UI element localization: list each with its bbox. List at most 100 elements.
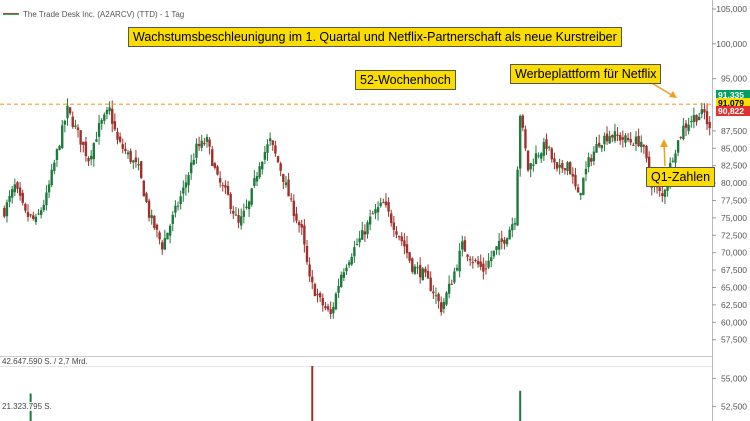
candle-body — [24, 204, 27, 211]
candle-body — [418, 264, 422, 278]
candle-body — [284, 182, 288, 186]
candle-body — [492, 250, 496, 257]
candle-body — [261, 161, 264, 170]
candle-body — [316, 293, 319, 296]
candle-body — [218, 177, 222, 183]
candle-body — [358, 238, 361, 243]
candle-body — [584, 168, 588, 175]
candle-body — [647, 156, 651, 174]
candle-body — [645, 145, 648, 159]
candle-body — [603, 135, 606, 145]
candle-body — [663, 189, 667, 197]
candle-body — [629, 139, 632, 143]
price-tick-label: 62,500 — [721, 300, 747, 310]
candle-body — [26, 212, 30, 217]
candle-body — [697, 116, 701, 121]
candle-body — [74, 125, 77, 127]
candle-body — [624, 135, 627, 143]
candle-body — [121, 144, 124, 149]
candle-body — [71, 116, 74, 127]
candle-body — [524, 129, 527, 149]
candle-body — [455, 267, 459, 271]
candle-body — [3, 207, 6, 217]
candle-body — [355, 244, 359, 246]
candle-body — [705, 111, 709, 125]
candle-body — [700, 109, 703, 115]
candle-body — [197, 144, 201, 147]
candle-body — [582, 177, 585, 196]
candle-body — [82, 141, 85, 145]
candle-body — [497, 240, 501, 250]
candle-body — [482, 263, 485, 272]
price-tick-label: 100,000 — [716, 39, 747, 49]
candle-body — [682, 125, 685, 140]
price-tick-label: 60,000 — [721, 317, 747, 327]
candle-body — [139, 161, 143, 178]
candle-body — [163, 238, 167, 250]
candle-body — [187, 174, 190, 186]
candle-body — [503, 239, 506, 244]
candle-body — [37, 213, 40, 215]
candle-body — [382, 202, 385, 204]
candle-body — [634, 136, 638, 144]
candle-body — [403, 240, 406, 247]
candle-body — [105, 110, 109, 115]
candle-body — [129, 150, 132, 163]
price-tick-label: 77,500 — [721, 195, 747, 205]
candle-body — [332, 306, 335, 314]
candle-body — [500, 238, 503, 242]
candle-body — [292, 200, 296, 217]
candle-body — [674, 153, 677, 163]
candle-body — [513, 222, 517, 225]
candle-body — [13, 184, 17, 193]
volume-mid-label: 21.323.795 S. — [2, 402, 52, 411]
candle-body — [563, 168, 567, 171]
candle-body — [184, 182, 188, 188]
candle-body — [587, 157, 590, 168]
candle-body — [61, 125, 64, 148]
candle-body — [540, 153, 543, 159]
candle-body — [555, 162, 559, 169]
candle-body — [287, 179, 290, 197]
candle-body — [58, 146, 61, 150]
candle-body — [97, 123, 101, 137]
price-gridlines — [0, 0, 713, 421]
candle-body — [300, 224, 303, 228]
candle-body — [237, 215, 240, 223]
candle-body — [192, 159, 196, 165]
candle-body — [529, 163, 532, 170]
candle-body — [463, 240, 467, 252]
candle-body — [353, 247, 356, 257]
candle-body — [376, 207, 380, 213]
candle-body — [426, 271, 430, 279]
candle-body — [466, 254, 469, 257]
legend-swatch — [3, 13, 19, 15]
candle-body — [158, 232, 161, 240]
candle-body — [547, 146, 551, 148]
candle-body — [337, 285, 340, 293]
candle-body — [116, 131, 119, 140]
candle-body — [250, 188, 253, 205]
candle-body — [308, 264, 311, 277]
candle-body — [232, 210, 235, 214]
candle-body — [66, 105, 69, 119]
volume-bar — [311, 366, 314, 421]
candle-body — [274, 145, 277, 154]
annotation-q1: Q1-Zahlen — [646, 167, 716, 187]
candle-body — [203, 142, 206, 145]
candle-body — [29, 214, 32, 216]
candle-body — [379, 202, 382, 206]
candle-body — [326, 306, 330, 310]
candle-body — [487, 260, 490, 268]
candle-body — [297, 222, 301, 226]
candle-body — [618, 135, 622, 141]
candle-body — [347, 262, 351, 266]
candle-body — [113, 121, 117, 130]
candle-body — [429, 277, 432, 291]
candle-body — [174, 205, 177, 213]
candle-body — [605, 133, 609, 142]
candle-body — [566, 162, 569, 171]
candlestick-series — [3, 98, 711, 319]
candle-body — [216, 166, 219, 175]
annotation-52w-high: 52-Wochenhoch — [355, 70, 456, 90]
